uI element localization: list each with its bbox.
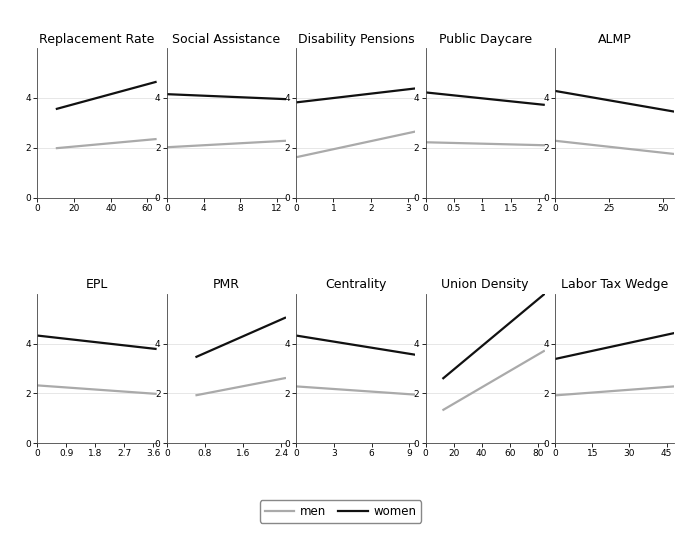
Title: Disability Pensions: Disability Pensions — [298, 33, 414, 45]
Title: Public Daycare: Public Daycare — [439, 33, 532, 45]
Title: Centrality: Centrality — [325, 278, 387, 291]
Title: ALMP: ALMP — [598, 33, 631, 45]
Legend: men, women: men, women — [260, 500, 421, 523]
Title: PMR: PMR — [213, 278, 240, 291]
Title: Replacement Rate: Replacement Rate — [39, 33, 155, 45]
Title: Union Density: Union Density — [441, 278, 529, 291]
Title: Social Assistance: Social Assistance — [172, 33, 281, 45]
Title: EPL: EPL — [86, 278, 108, 291]
Title: Labor Tax Wedge: Labor Tax Wedge — [561, 278, 668, 291]
